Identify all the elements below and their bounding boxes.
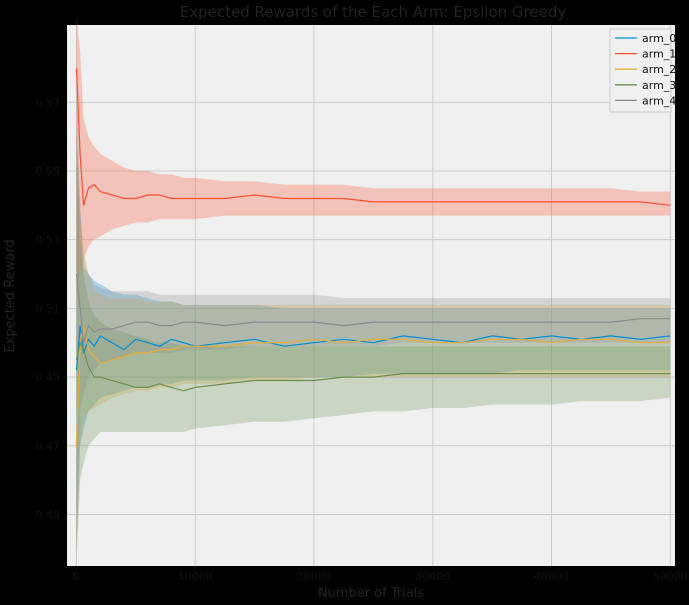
y-tick-label: 0.51 [36, 302, 61, 315]
legend: arm_0 arm_1 arm_2 arm_3 arm_4 [609, 28, 676, 113]
legend-items: arm_0 arm_1 arm_2 arm_3 arm_4 [615, 32, 676, 107]
arm_2-line [75, 325, 671, 446]
chart-title: Expected Rewards of the Each Arm: Epsilo… [180, 3, 567, 21]
legend-frame [609, 28, 672, 113]
series-lines [75, 67, 671, 446]
legend-label: arm_3 [642, 79, 676, 92]
arm_4-confidence-band [76, 85, 671, 549]
legend-label: arm_1 [642, 48, 676, 61]
x-axis-ticks: 0 10000 20000 30000 40000 50000 [73, 570, 688, 583]
arm_4-line [75, 273, 671, 343]
arm_2-confidence-band [76, 136, 671, 563]
grid [67, 25, 675, 566]
y-tick-label: 0.45 [36, 508, 61, 521]
x-tick-label: 40000 [534, 570, 569, 583]
y-tick-label: 0.47 [36, 440, 61, 453]
y-tick-label: 0.57 [36, 96, 61, 109]
y-axis-label: Expected Reward [3, 239, 18, 352]
x-tick-label: 10000 [178, 570, 213, 583]
legend-label: arm_2 [642, 63, 676, 76]
y-axis-ticks: 0.45 0.47 0.49 0.51 0.53 0.55 0.57 [36, 96, 61, 521]
x-tick-label: 30000 [415, 570, 450, 583]
x-axis-label: Number of Trials [318, 586, 425, 601]
arm_3-line [75, 340, 671, 392]
y-tick-label: 0.49 [36, 371, 61, 384]
arm_3-confidence-band [76, 136, 671, 563]
legend-label: arm_4 [642, 94, 676, 107]
legend-label: arm_0 [642, 32, 676, 45]
x-tick-label: 50000 [653, 570, 688, 583]
y-tick-label: 0.53 [36, 234, 61, 247]
x-tick-label: 0 [73, 570, 80, 583]
arm_0-line [75, 325, 671, 371]
x-tick-label: 20000 [297, 570, 332, 583]
plot-area [67, 25, 675, 566]
arm_1-line [75, 67, 671, 206]
y-tick-label: 0.55 [36, 165, 61, 178]
